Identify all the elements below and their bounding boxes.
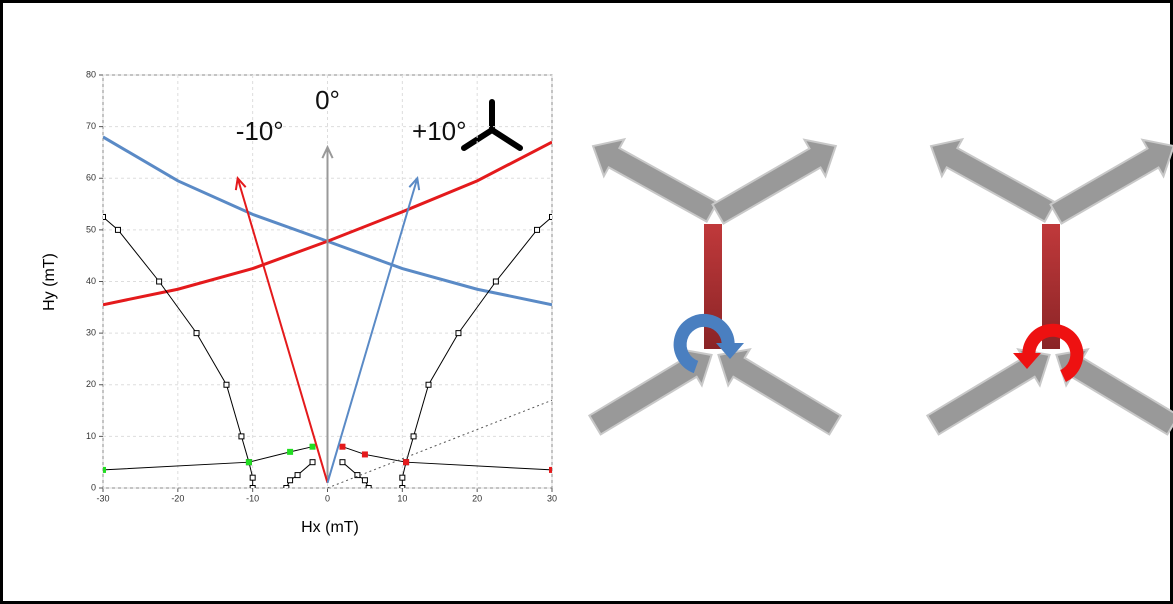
data-point: [114, 226, 121, 233]
data-point: [283, 485, 290, 488]
gray-arrow: [929, 137, 1057, 223]
x-tick-label: 10: [397, 493, 407, 503]
y-tick-label: 40: [86, 276, 96, 286]
arrow-label: 0°: [315, 85, 340, 115]
gray-arrow: [711, 138, 838, 225]
series-line: [342, 461, 370, 488]
rotation-arrow: [673, 313, 735, 374]
series-line: [103, 446, 313, 471]
x-tick-label: 30: [547, 493, 557, 503]
y-tick-label: 50: [86, 224, 96, 234]
gray-arrow: [591, 137, 719, 223]
rotation-head: [716, 343, 744, 359]
y-tick-label: 10: [86, 431, 96, 441]
data-point: [403, 459, 410, 466]
data-point: [339, 443, 346, 450]
data-point: [399, 485, 406, 488]
data-point: [287, 448, 294, 455]
x-tick-label: 0: [325, 493, 330, 503]
data-point: [534, 226, 541, 233]
y-tick-label: 70: [86, 121, 96, 131]
field-arrow: [326, 177, 419, 484]
x-axis-label: Hx (mT): [301, 519, 359, 536]
arrow-head: [321, 144, 334, 159]
data-point: [294, 472, 301, 479]
data-point: [309, 459, 316, 466]
data-point: [399, 474, 406, 481]
data-point: [361, 477, 368, 484]
y-tick-label: 0: [91, 482, 96, 492]
trident-icon: [461, 99, 523, 151]
x-tick-label: -20: [171, 493, 184, 503]
data-point: [410, 433, 417, 440]
arrow-head: [408, 176, 421, 191]
data-point: [245, 459, 252, 466]
x-tick-label: -10: [246, 493, 259, 503]
data-point: [549, 213, 552, 220]
data-point: [354, 472, 361, 479]
data-point: [287, 477, 294, 484]
data-point: [339, 459, 346, 466]
data-point: [223, 381, 230, 388]
arrow-head: [234, 176, 247, 191]
x-tick-label: 20: [472, 493, 482, 503]
rotation-head: [1013, 353, 1041, 369]
data-point: [549, 466, 552, 473]
series-line: [327, 399, 552, 488]
arrow-label: -10°: [236, 116, 284, 146]
data-point: [492, 278, 499, 285]
data-point: [361, 451, 368, 458]
data-point: [193, 330, 200, 337]
rotation-arrow: [1022, 323, 1084, 382]
y-tick-label: 30: [86, 328, 96, 338]
y-tick-label: 20: [86, 379, 96, 389]
arrow-label: +10°: [412, 116, 467, 146]
data-point: [238, 433, 245, 440]
data-point: [425, 381, 432, 388]
data-point: [309, 443, 316, 450]
magnet-bar: [1042, 224, 1060, 349]
x-tick-label: -30: [96, 493, 109, 503]
data-point: [156, 278, 163, 285]
data-point: [249, 474, 256, 481]
data-point: [249, 485, 256, 488]
series-line: [285, 461, 313, 488]
gray-arrow: [1049, 138, 1173, 225]
y-tick-label: 80: [86, 69, 96, 79]
field-arrow: [236, 177, 329, 484]
data-point: [103, 466, 106, 473]
data-point: [455, 330, 462, 337]
y-axis-label: Hy (mT): [41, 253, 58, 311]
data-point: [365, 485, 372, 488]
series-line: [342, 446, 552, 471]
data-point: [103, 213, 106, 220]
spin-diagrams: [587, 137, 1173, 436]
diagram: [587, 137, 843, 436]
diagram: [925, 137, 1173, 436]
y-tick-label: 60: [86, 173, 96, 183]
